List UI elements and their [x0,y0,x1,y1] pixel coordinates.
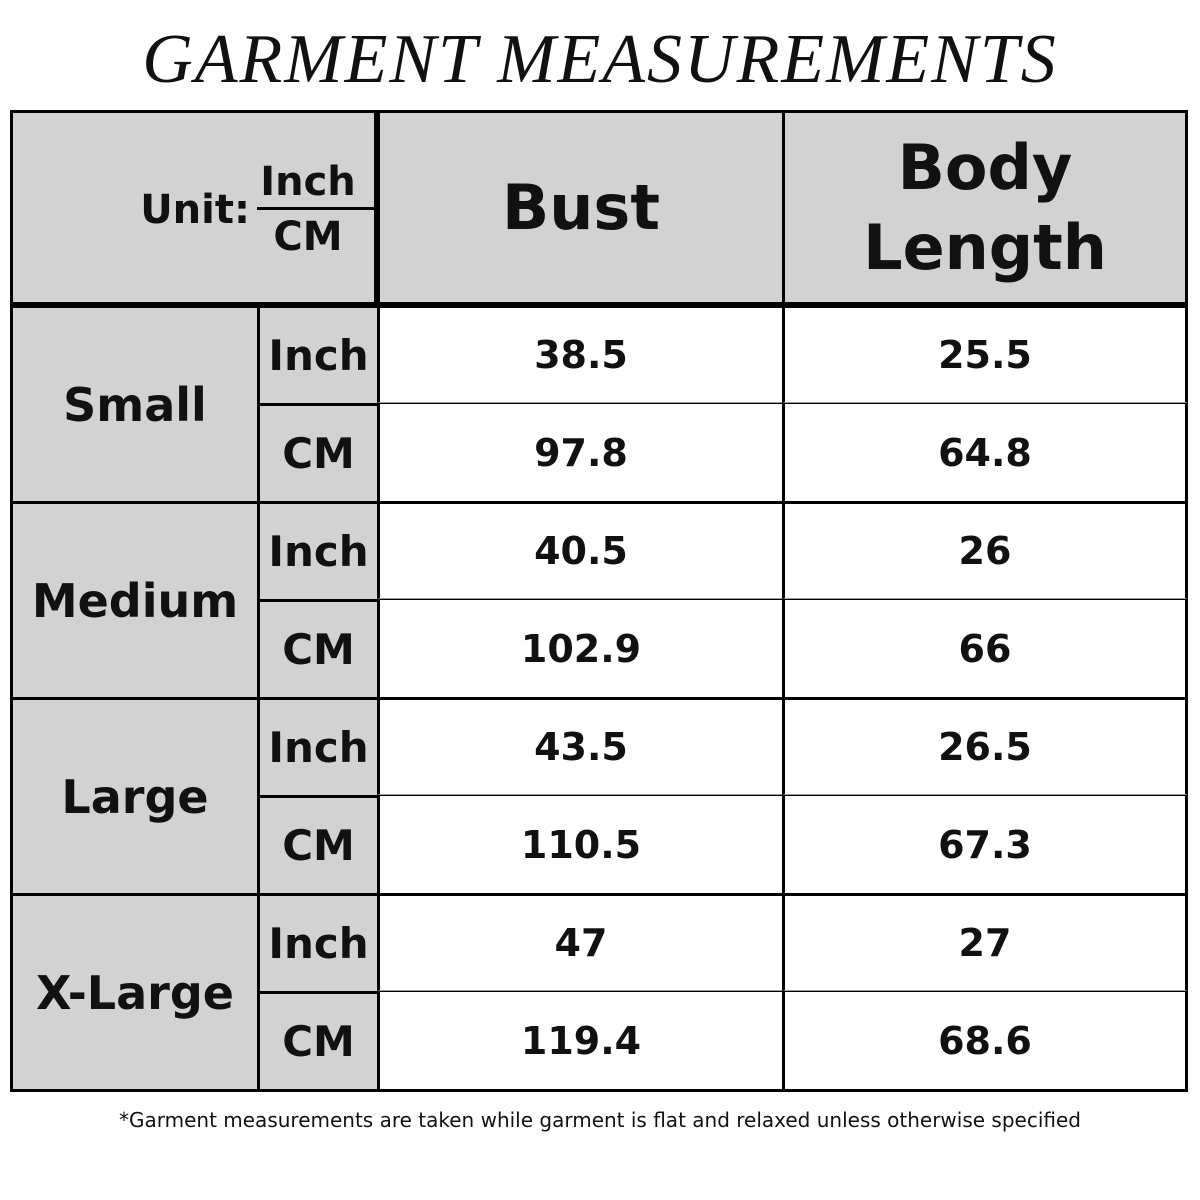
value-cell: 102.9 [377,599,785,700]
unit-cell: Inch [257,501,380,602]
unit-cell: Inch [257,305,380,406]
value-cell: 110.5 [377,795,785,896]
footnote: *Garment measurements are taken while ga… [118,1108,1081,1132]
title: GARMENT MEASUREMENTS [142,21,1058,98]
unit-divider [257,207,375,210]
unit-cell: Inch [257,697,380,798]
value-cell: 26.5 [782,697,1188,795]
column-header: Bust [377,110,785,305]
size-cell: X-Large [10,893,260,1092]
size-cell: Large [10,697,260,896]
value-cell: 66 [782,599,1188,700]
value-cell: 97.8 [377,403,785,504]
value-cell: 25.5 [782,305,1188,403]
unit-label: Unit: [140,187,250,233]
size-cell: Small [10,305,260,504]
unit-cell: CM [257,991,380,1092]
value-cell: 67.3 [782,795,1188,896]
unit-cell: CM [257,403,380,504]
size-cell: Medium [10,501,260,700]
value-cell: 68.6 [782,991,1188,1092]
value-cell: 38.5 [377,305,785,403]
value-cell: 27 [782,893,1188,991]
value-cell: 43.5 [377,697,785,795]
value-cell: 40.5 [377,501,785,599]
unit-top: Inch [260,159,356,205]
unit-bottom: CM [273,214,343,260]
unit-cell: Inch [257,893,380,994]
value-cell: 26 [782,501,1188,599]
unit-cell: CM [257,795,380,896]
value-cell: 47 [377,893,785,991]
column-header: Body Length [782,110,1188,305]
unit-cell: CM [257,599,380,700]
value-cell: 119.4 [377,991,785,1092]
value-cell: 64.8 [782,403,1188,504]
